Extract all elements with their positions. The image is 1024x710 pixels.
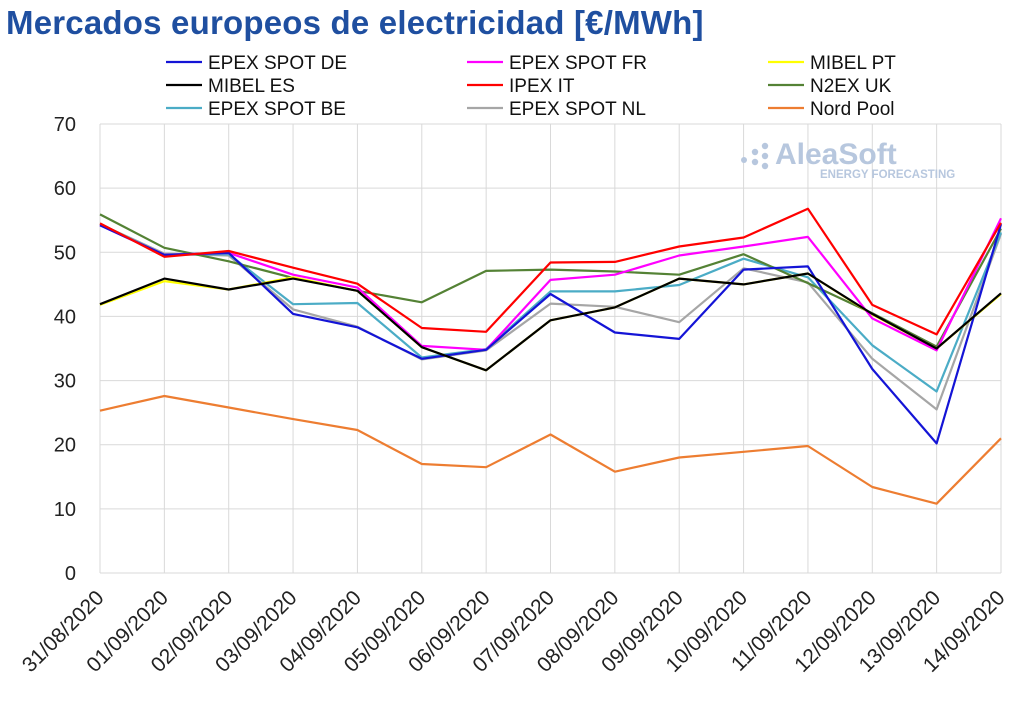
y-tick-label: 10: [54, 499, 76, 521]
legend-label: EPEX SPOT DE: [208, 53, 347, 74]
logo-dot-icon: [761, 162, 769, 170]
grid-layer: [99, 123, 1002, 574]
legend-label: MIBEL ES: [208, 76, 295, 97]
legend-label: N2EX UK: [810, 76, 892, 97]
series-line-nord-pool: [99, 394, 1002, 505]
y-tick-label: 60: [54, 178, 76, 200]
logo-name: AleaSoft: [775, 138, 897, 171]
legend-label: EPEX SPOT NL: [509, 99, 646, 120]
series-line-epex-spot-fr: [99, 217, 1002, 352]
series-layer: [99, 207, 1003, 505]
legend-label: EPEX SPOT BE: [208, 99, 346, 120]
legend-label: MIBEL PT: [810, 53, 896, 74]
series-line-mibel-es: [99, 272, 1002, 372]
logo-dot-icon: [741, 157, 747, 163]
y-tick-label: 0: [65, 563, 76, 585]
logo-dot-icon: [761, 142, 769, 150]
legend-label: Nord Pool: [810, 99, 895, 120]
legend-label: EPEX SPOT FR: [509, 53, 647, 74]
series-line-n2ex-uk: [99, 213, 1002, 348]
y-tick-label: 20: [54, 435, 76, 457]
y-tick-label: 30: [54, 371, 76, 393]
legend: EPEX SPOT DE EPEX SPOT FR MIBEL PT MIBEL ES…: [166, 53, 896, 120]
y-tick-label: 70: [54, 114, 76, 136]
series-line-epex-spot-de: [99, 223, 1003, 445]
logo-tagline: ENERGY FORECASTING: [820, 169, 955, 181]
logo-dot-icon: [751, 158, 759, 166]
legend-label: IPEX IT: [509, 76, 575, 97]
y-tick-label: 50: [54, 242, 76, 264]
logo-dot-icon: [751, 148, 759, 156]
series-line-ipex-it: [99, 207, 1002, 336]
chart-title: Mercados europeos de electricidad [€/MWh…: [6, 4, 704, 41]
y-tick-label: 40: [54, 306, 76, 328]
logo-dot-icon: [761, 152, 769, 160]
series-line-epex-spot-be: [99, 223, 1003, 393]
